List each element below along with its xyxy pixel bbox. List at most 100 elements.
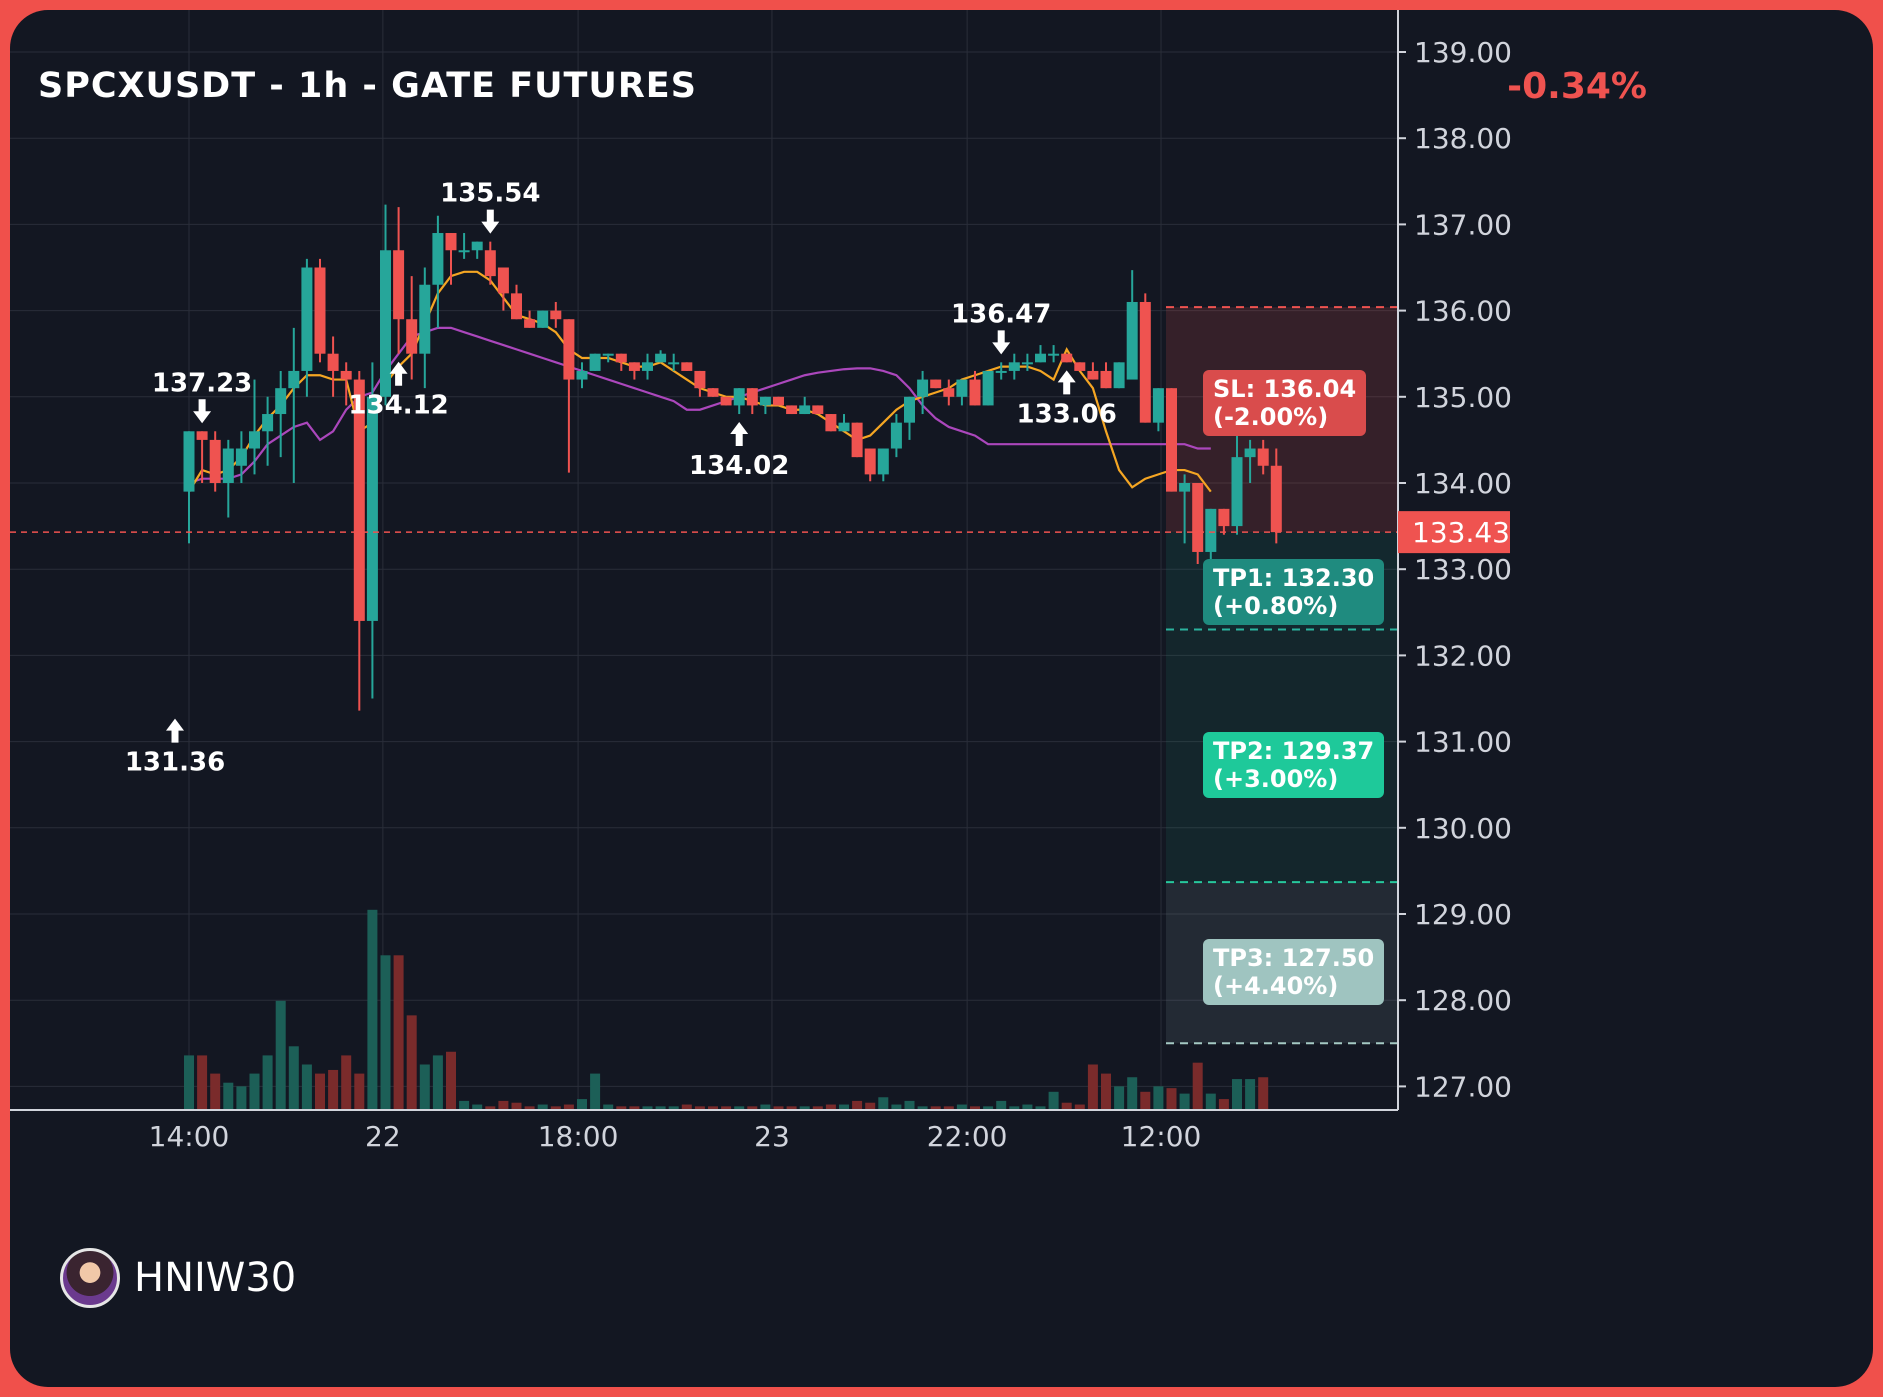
candle-up	[1231, 457, 1243, 527]
price-chart[interactable]: 137.23 131.36 134.12 135.54 134.02 136.47 133.…	[10, 10, 1873, 1387]
candle-down	[196, 431, 208, 440]
candle-down	[1192, 483, 1204, 552]
candle-down	[786, 405, 798, 415]
volume-bar	[760, 1104, 771, 1110]
candle-down	[1257, 448, 1269, 466]
volume-bar	[419, 1064, 430, 1110]
volume-bar	[1127, 1077, 1138, 1110]
low-label: 134.02	[689, 451, 789, 481]
volume-bar	[1179, 1093, 1190, 1110]
candle-down	[1074, 362, 1086, 371]
candle-down	[550, 310, 562, 320]
arrow-down-icon	[992, 330, 1011, 355]
y-tick-label: 133.00	[1414, 553, 1512, 586]
candle-down	[1087, 370, 1099, 380]
chart-frame: 137.23 131.36 134.12 135.54 134.02 136.47 133.…	[10, 10, 1873, 1387]
volume-bar	[852, 1100, 863, 1110]
candle-up	[602, 353, 614, 356]
volume-bar	[563, 1104, 574, 1110]
x-tick-label: g	[10, 1120, 11, 1153]
candle-up	[432, 233, 444, 285]
candle-up	[655, 353, 667, 363]
candle-down	[314, 267, 326, 354]
candle-down	[746, 388, 758, 406]
volume-bar	[249, 1073, 260, 1110]
volume-bar	[301, 1064, 312, 1110]
volume-bar	[839, 1104, 849, 1110]
candle-up	[537, 310, 549, 328]
candle-down	[484, 250, 496, 277]
volume-bar	[891, 1104, 902, 1110]
arrow-up-icon	[730, 422, 749, 447]
volume-bar	[459, 1100, 470, 1110]
candle-down	[720, 396, 732, 406]
candle-up	[288, 370, 300, 389]
candle-up	[1205, 508, 1217, 552]
volume-bar	[747, 1106, 758, 1110]
volume-bar	[1087, 1064, 1098, 1110]
candle-up	[668, 362, 680, 365]
volume-bar	[315, 1073, 325, 1110]
arrow-up-icon	[166, 718, 184, 743]
x-tick-label: 14:00	[149, 1120, 230, 1153]
candle-down	[864, 448, 876, 475]
volume-bar	[930, 1106, 941, 1110]
volume-bar	[524, 1106, 535, 1110]
volume-bar	[354, 1073, 365, 1110]
candle-down	[1270, 465, 1282, 533]
candle-up	[759, 396, 771, 406]
volume-bar	[590, 1073, 601, 1110]
low-label: 134.12	[348, 391, 448, 421]
current-price-label: 133.43	[1412, 516, 1510, 549]
volume-bar	[485, 1106, 496, 1110]
volume-bar	[184, 1055, 194, 1110]
candle-down	[563, 319, 575, 380]
volume-bar	[786, 1106, 797, 1110]
volume-bar	[511, 1102, 522, 1110]
volume-bar	[1035, 1106, 1046, 1110]
y-tick-label: 132.00	[1414, 639, 1512, 672]
arrow-up-icon	[389, 361, 408, 386]
volume-bar	[1140, 1091, 1151, 1110]
volume-bar	[970, 1106, 980, 1110]
candle-up	[1152, 388, 1164, 423]
y-tick-label: 128.00	[1414, 984, 1512, 1017]
volume-bar	[917, 1106, 928, 1110]
candle-up	[366, 396, 378, 621]
volume-bar	[197, 1055, 208, 1110]
volume-bar	[734, 1106, 745, 1110]
volume-bar	[1166, 1088, 1177, 1110]
price-change: -0.34%	[1507, 66, 1647, 107]
stop-loss-tag: SL: 136.04 (-2.00%)	[1203, 369, 1367, 436]
high-label: 137.23	[152, 368, 252, 398]
candle-down	[340, 370, 352, 380]
volume-bar	[812, 1106, 823, 1110]
volume-bar	[943, 1106, 954, 1110]
candle-up	[1113, 362, 1125, 389]
candle-down	[406, 319, 418, 354]
candle-down	[615, 353, 627, 363]
candle-down	[812, 405, 824, 415]
volume-bar	[668, 1106, 679, 1110]
volume-bar	[1048, 1091, 1059, 1110]
candle-up	[576, 370, 588, 380]
candle-up	[1126, 301, 1138, 380]
volume-bar	[629, 1106, 640, 1110]
volume-bar	[223, 1082, 234, 1110]
candle-down	[1139, 301, 1151, 423]
volume-bar	[721, 1106, 732, 1110]
volume-bar	[550, 1106, 561, 1110]
tp3-tag: TP3: 127.50 (+4.40%)	[1203, 938, 1385, 1005]
y-tick-label: 139.00	[1414, 36, 1512, 69]
x-tick-label: 23	[754, 1120, 790, 1153]
volume-bar	[236, 1086, 247, 1110]
volume-bar	[367, 909, 378, 1110]
volume-bar	[616, 1106, 627, 1110]
candle-up	[183, 431, 195, 492]
arrow-up-icon	[1057, 370, 1076, 395]
candle-up	[904, 396, 915, 423]
candle-up	[235, 448, 247, 466]
volume-bar	[904, 1100, 915, 1110]
candle-up	[799, 405, 811, 415]
candle-up	[642, 362, 653, 371]
